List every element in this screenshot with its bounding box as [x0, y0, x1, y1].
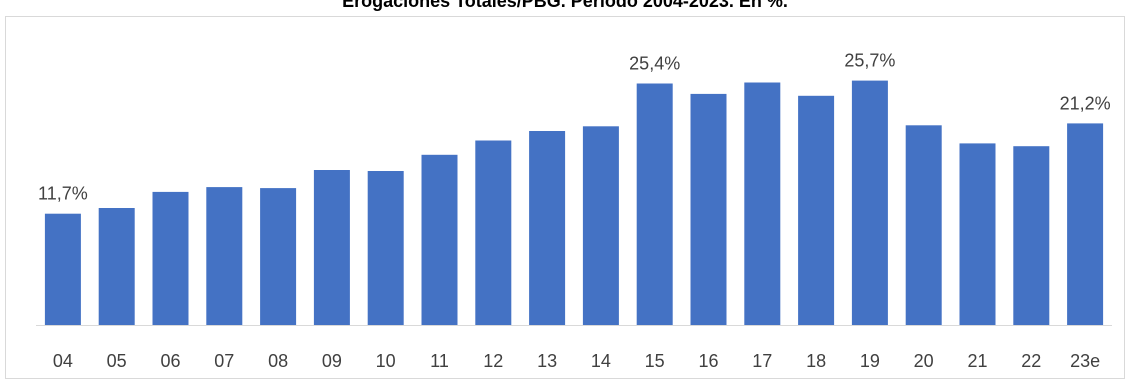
bar-20	[905, 125, 942, 325]
x-tick-label-23e: 23e	[1070, 351, 1100, 371]
x-tick-label-05: 05	[107, 351, 127, 371]
x-tick-label-13: 13	[537, 351, 557, 371]
bar-23e	[1067, 123, 1104, 326]
bar-11	[421, 154, 458, 325]
x-tick-label-10: 10	[376, 351, 396, 371]
x-tick-label-17: 17	[752, 351, 772, 371]
data-labels: 11,7% 25,4% 25,7% 21,2%	[38, 51, 1111, 204]
x-tick-label-22: 22	[1021, 351, 1041, 371]
bar-14	[582, 126, 619, 325]
x-tick-label-20: 20	[914, 351, 934, 371]
bar-13	[529, 131, 566, 325]
bar-04	[44, 213, 81, 325]
x-tick-label-07: 07	[214, 351, 234, 371]
x-tick-label-18: 18	[806, 351, 826, 371]
x-tick-labels: 04 05 06 07 08 09 10 11 12 13 14 15 16 17 18 19 20 21 22 23…	[53, 351, 1100, 371]
x-tick-label-21: 21	[967, 351, 987, 371]
x-tick-label-16: 16	[698, 351, 718, 371]
data-label-04: 11,7%	[38, 184, 88, 204]
bar-22	[1013, 146, 1050, 325]
bar-09	[313, 170, 350, 325]
data-label-19: 25,7%	[844, 51, 895, 71]
chart-title: Erogaciones Totales/PBG. Período 2004-20…	[342, 0, 788, 11]
bar-21	[959, 143, 996, 325]
x-tick-label-08: 08	[268, 351, 288, 371]
x-tick-label-15: 15	[645, 351, 665, 371]
bar-06	[152, 191, 189, 325]
bar-18	[798, 95, 835, 325]
data-label-23e: 21,2%	[1060, 93, 1111, 113]
data-label-15: 25,4%	[629, 54, 680, 74]
bars-group	[44, 80, 1104, 326]
x-tick-label-09: 09	[322, 351, 342, 371]
x-tick-label-04: 04	[53, 351, 73, 371]
bar-05	[98, 208, 135, 325]
bar-08	[260, 188, 297, 325]
bar-07	[206, 187, 243, 325]
x-tick-label-12: 12	[483, 351, 503, 371]
x-tick-label-06: 06	[160, 351, 180, 371]
x-tick-label-14: 14	[591, 351, 611, 371]
x-tick-label-19: 19	[860, 351, 880, 371]
x-tick-label-11: 11	[430, 351, 449, 371]
bar-15	[636, 83, 673, 325]
bar-12	[475, 140, 512, 325]
bar-16	[690, 93, 727, 326]
bar-10	[367, 171, 404, 325]
bar-17	[744, 82, 781, 325]
bar-19	[851, 80, 888, 325]
